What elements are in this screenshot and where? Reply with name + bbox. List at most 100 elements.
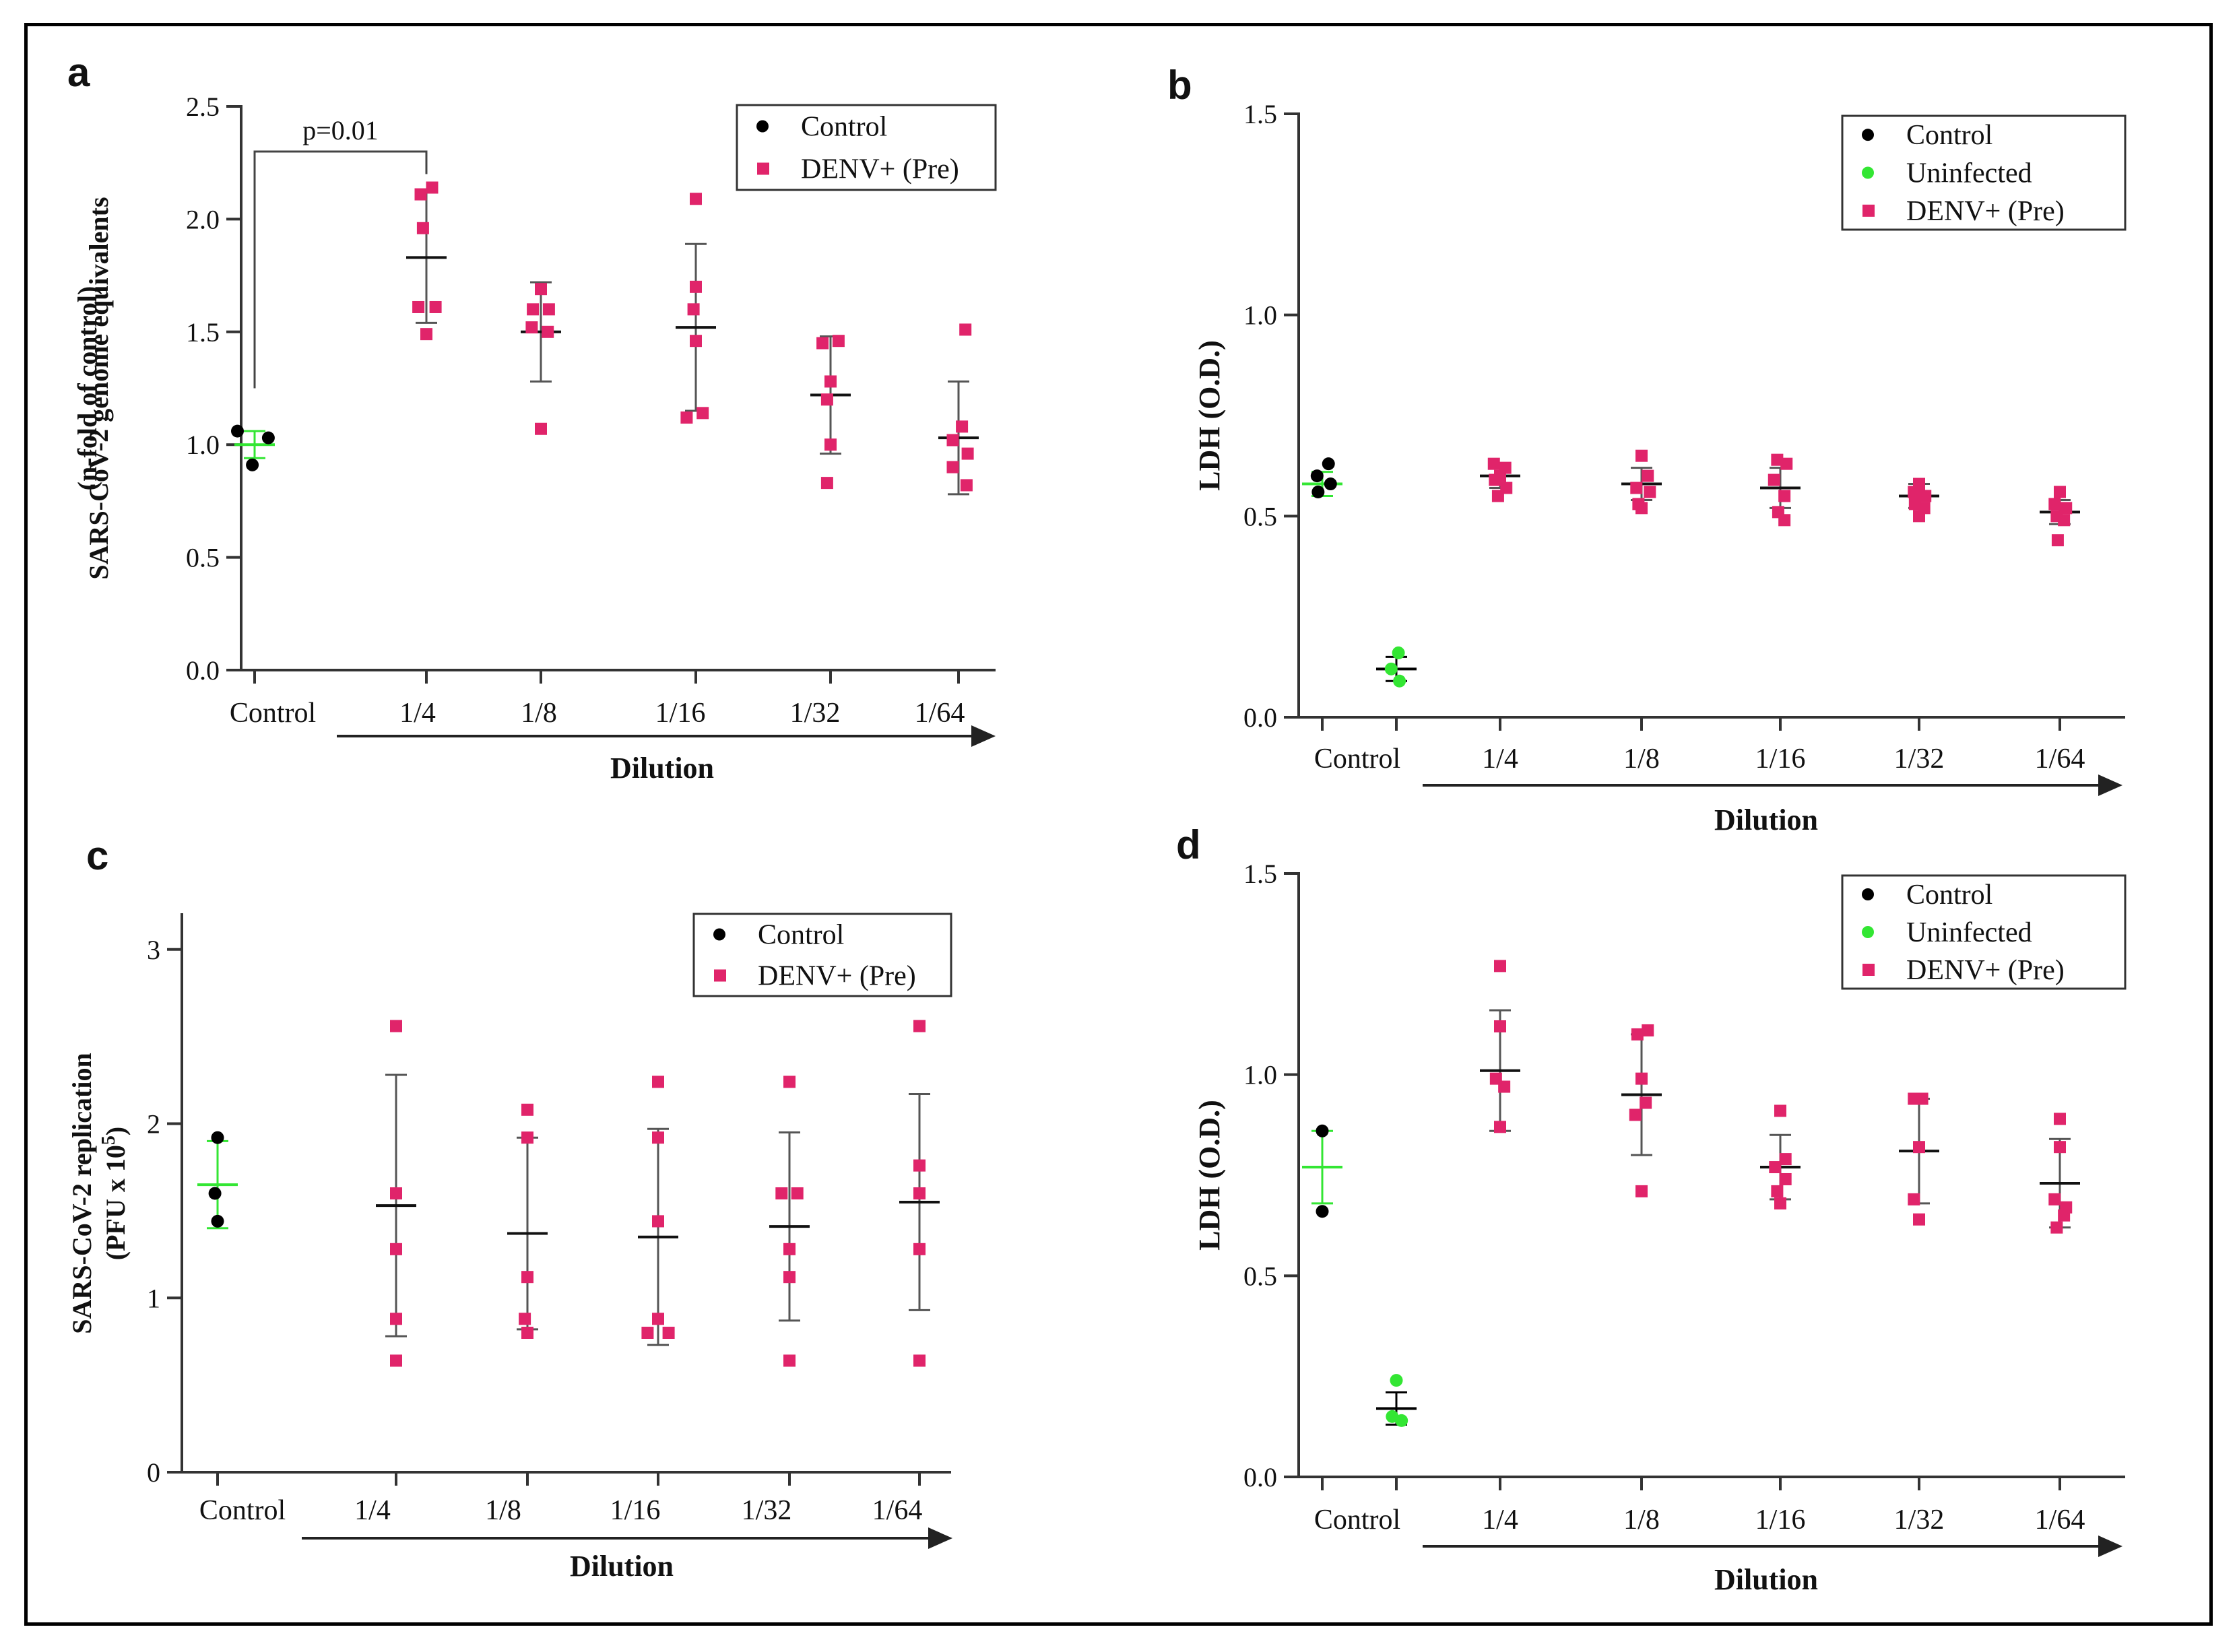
y-tick-label: 1.0: [1243, 1060, 1277, 1090]
y-tick-label: 1.5: [186, 317, 220, 348]
data-point-denv: [1780, 457, 1793, 470]
data-point-denv: [1494, 1020, 1506, 1032]
data-point-control: [261, 431, 275, 444]
x-axis-title: Dilution: [1714, 1563, 1818, 1596]
data-point-denv: [1908, 1092, 1920, 1105]
data-point-denv: [542, 325, 554, 338]
data-point-uninfected: [1393, 674, 1406, 688]
data-point-denv: [690, 193, 702, 205]
data-point-denv: [1635, 1185, 1648, 1197]
data-point-denv: [1908, 1193, 1920, 1205]
data-point-denv: [775, 1187, 788, 1199]
data-point-denv: [2054, 1141, 2066, 1154]
y-axis-title: SARS-CoV-2 replication: [67, 1053, 97, 1333]
y-tick-label: 0.0: [1243, 702, 1277, 733]
data-point-denv: [1771, 453, 1784, 466]
data-point-denv: [1631, 1028, 1644, 1040]
data-point-denv: [791, 1187, 804, 1199]
data-point-denv: [824, 438, 837, 451]
data-point-denv: [390, 1354, 402, 1367]
data-point-denv: [1774, 1197, 1786, 1210]
data-point-control: [246, 458, 259, 471]
data-point-denv: [429, 300, 442, 313]
data-point-denv: [390, 1020, 402, 1032]
data-point-denv: [1642, 469, 1654, 482]
data-point-denv: [390, 1243, 402, 1255]
chart-panel-a: a 0.0 0.5 1.0 1.5 2.0 2.5 Control 1/4 1/8 1/16 1/32…: [67, 50, 997, 785]
data-point-uninfected: [1392, 646, 1405, 659]
x-tick-label: Control: [1314, 744, 1400, 774]
data-point-control: [211, 1131, 224, 1144]
x-tick-label: 1/64: [872, 1495, 923, 1526]
y-tick-label: 0.0: [1243, 1462, 1277, 1492]
data-point-control: [231, 424, 244, 438]
dilution-arrow-head: [2098, 1535, 2122, 1557]
panel-letter: b: [1167, 63, 1192, 108]
legend-box: [692, 913, 952, 997]
x-tick-label: 1/32: [1894, 1505, 1945, 1535]
data-point-denv: [1778, 514, 1791, 527]
data-point-denv: [1487, 457, 1500, 470]
data-point-denv: [956, 420, 969, 433]
data-point-denv: [680, 411, 693, 424]
x-tick-label: 1/64: [2035, 1505, 2085, 1535]
data-point-denv: [1498, 1080, 1511, 1093]
data-point-denv: [521, 1131, 533, 1144]
chart-panel-b: b 0.0 0.5 1.0 1.5 Control 1/4 1/8 1/16 1/32 1/64 Di…: [1167, 63, 2127, 836]
legend-label: Uninfected: [1906, 158, 2032, 189]
data-point-denv: [420, 328, 432, 341]
data-point-control: [1324, 477, 1337, 491]
data-point-denv: [641, 1327, 654, 1339]
data-point-control: [1316, 1124, 1329, 1137]
legend-marker-control: [756, 120, 769, 133]
legend-label: DENV+ (Pre): [801, 154, 959, 185]
data-point-denv: [412, 300, 425, 313]
data-point-denv: [1913, 1141, 1925, 1154]
x-tick-label: Control: [1314, 1505, 1400, 1535]
data-point-denv: [2058, 1209, 2071, 1222]
legend-marker-control: [713, 928, 725, 941]
data-point-control: [1316, 1205, 1329, 1218]
data-point-control: [1322, 457, 1335, 471]
dilution-arrow-head: [971, 725, 996, 747]
data-point-denv: [2054, 1113, 2066, 1125]
legend-marker-denv: [1862, 204, 1875, 217]
significance-bracket: [253, 150, 428, 389]
data-point-denv: [1778, 490, 1791, 502]
data-point-denv: [2054, 486, 2066, 498]
p-value-annotation: p=0.01: [302, 115, 379, 145]
legend-marker-denv: [714, 969, 726, 982]
data-point-denv: [1913, 510, 1925, 523]
data-point-denv: [416, 222, 429, 234]
data-point-denv: [820, 477, 833, 490]
data-point-denv: [525, 321, 538, 334]
x-tick-label: 1/4: [1482, 744, 1518, 774]
data-point-denv: [414, 188, 427, 201]
data-point-denv: [816, 337, 829, 350]
y-tick-label: 0.5: [1243, 1261, 1277, 1291]
data-point-denv: [687, 303, 700, 316]
legend-box: [1841, 114, 2127, 231]
x-tick-label: 1/32: [790, 698, 841, 729]
data-point-denv: [521, 1327, 533, 1339]
data-point-uninfected: [1395, 1414, 1408, 1427]
legend-label: Control: [1906, 120, 1992, 151]
data-point-denv: [960, 479, 973, 492]
data-point-denv: [519, 1313, 531, 1325]
legend-marker-control: [1862, 129, 1874, 141]
y-tick-label: 0.0: [186, 655, 220, 686]
data-point-denv: [832, 335, 845, 348]
x-tick-label: Control: [199, 1495, 286, 1526]
x-tick-label: 1/16: [1755, 744, 1806, 774]
data-point-denv: [961, 447, 974, 460]
legend-marker-uninfected: [1862, 166, 1874, 179]
data-point-denv: [1919, 490, 1932, 502]
data-point-denv: [1913, 1213, 1925, 1226]
data-point-denv: [2060, 502, 2073, 515]
data-point-denv: [542, 303, 555, 316]
y-tick-label: 2.5: [186, 92, 220, 122]
panel-letter: a: [67, 50, 90, 95]
legend-label: Control: [801, 112, 887, 143]
data-point-denv: [2050, 1221, 2063, 1234]
data-point-denv: [426, 181, 439, 194]
